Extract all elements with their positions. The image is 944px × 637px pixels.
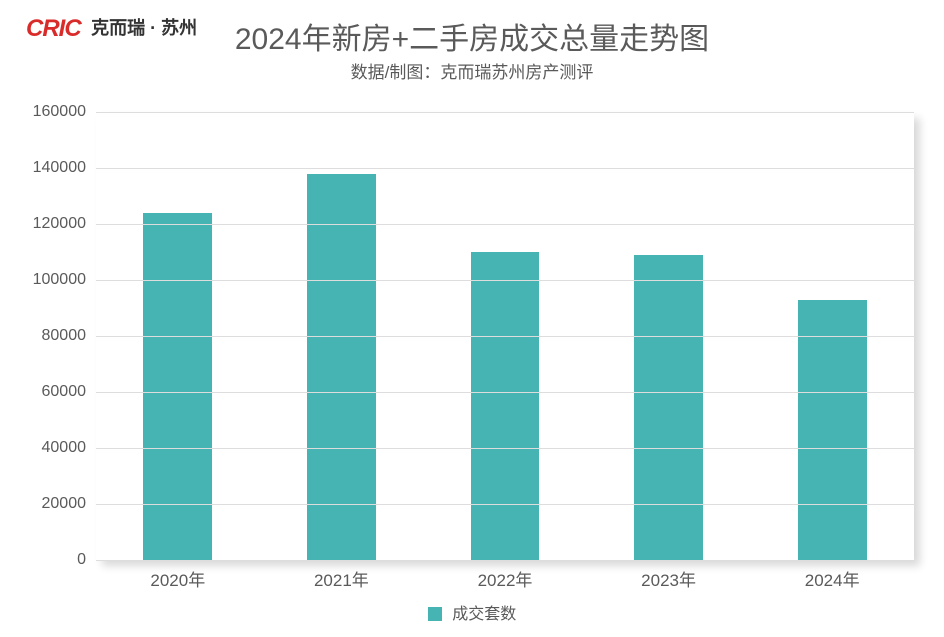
chart-title: 2024年新房+二手房成交总量走势图 xyxy=(0,14,944,58)
bar xyxy=(143,213,212,560)
chart-subtitle: 数据/制图：克而瑞苏州房产测评 xyxy=(0,58,944,83)
y-tick-label: 0 xyxy=(77,551,86,569)
x-axis-labels: 2020年 2021年 2022年 2023年 2024年 xyxy=(96,566,914,590)
plot-area: 0200004000060000800001000001200001400001… xyxy=(96,112,914,560)
legend-label: 成交套数 xyxy=(452,606,516,623)
y-tick-label: 60000 xyxy=(42,383,87,401)
y-tick-label: 140000 xyxy=(33,159,86,177)
y-tick-label: 160000 xyxy=(33,103,86,121)
bar xyxy=(307,174,376,560)
grid-line xyxy=(96,504,914,505)
bar xyxy=(798,300,867,560)
y-tick-label: 40000 xyxy=(42,439,87,457)
x-tick-label: 2020年 xyxy=(150,566,205,591)
chart-legend: 成交套数 xyxy=(0,600,944,624)
grid-line xyxy=(96,280,914,281)
grid-line xyxy=(96,336,914,337)
y-tick-label: 20000 xyxy=(42,495,87,513)
y-tick-label: 80000 xyxy=(42,327,87,345)
grid-line xyxy=(96,224,914,225)
x-tick-label: 2021年 xyxy=(314,566,369,591)
chart-container: CRIC 克而瑞 · 苏州 2024年新房+二手房成交总量走势图 数据/制图：克… xyxy=(0,0,944,637)
bar xyxy=(471,252,540,560)
legend-swatch xyxy=(428,607,442,621)
x-tick-label: 2023年 xyxy=(641,566,696,591)
x-tick-label: 2022年 xyxy=(478,566,533,591)
y-tick-label: 100000 xyxy=(33,271,86,289)
y-tick-label: 120000 xyxy=(33,215,86,233)
x-tick-label: 2024年 xyxy=(805,566,860,591)
grid-line xyxy=(96,168,914,169)
grid-line xyxy=(96,560,914,561)
grid-line xyxy=(96,392,914,393)
bar xyxy=(634,255,703,560)
grid-line xyxy=(96,448,914,449)
grid-line xyxy=(96,112,914,113)
